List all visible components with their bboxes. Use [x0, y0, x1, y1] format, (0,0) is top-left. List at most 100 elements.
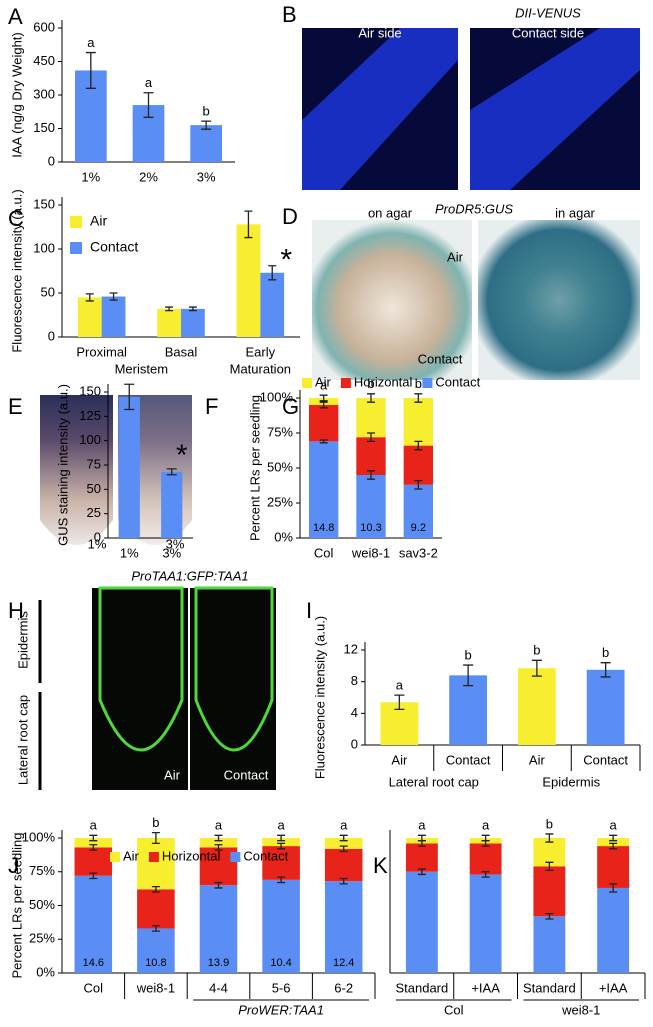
error-bar	[319, 394, 328, 402]
bar-segment	[356, 398, 386, 438]
significance-letter: b	[546, 816, 553, 831]
x-tick-label: 2%	[139, 169, 158, 184]
y-tick-label: 25%	[267, 494, 293, 509]
error-bar	[85, 51, 96, 89]
x-tick-label: 6-2	[334, 980, 353, 995]
x-tick-label: 1%	[120, 545, 139, 560]
panel-label: K	[373, 853, 388, 878]
bar	[449, 675, 488, 745]
y-tick-label: 0	[48, 328, 55, 343]
y-tick-label: 50%	[267, 459, 293, 474]
group-label: Meristem	[115, 361, 168, 376]
x-tick-label: Contact	[583, 752, 628, 767]
x-tick-label: Proximal	[76, 344, 127, 359]
legend-label: Air	[315, 374, 332, 389]
error-bar	[545, 912, 554, 920]
bar-segment	[74, 875, 113, 973]
significance-letter: a	[396, 678, 404, 693]
error-bar	[531, 659, 542, 677]
error-bar	[481, 871, 490, 878]
bar-segment	[356, 475, 386, 538]
panel-label: A	[8, 4, 23, 29]
image-label: Lateral root cap	[15, 695, 30, 785]
x-tick-label: Contact	[446, 752, 491, 767]
y-tick-label: 600	[33, 19, 55, 34]
image-label: in agar	[555, 205, 595, 220]
significance-letter: b	[152, 815, 159, 830]
image-label: Air	[447, 249, 464, 264]
bar-segment	[405, 843, 438, 872]
bar-segment	[262, 879, 300, 973]
panel-label: H	[8, 598, 24, 623]
panel-d: D on agar ProDR5:GUS in agar Air Contact	[282, 201, 640, 380]
significance-letter: a	[320, 378, 328, 393]
x-tick-label: Air	[391, 752, 408, 767]
error-bar	[277, 876, 286, 884]
bar	[517, 668, 556, 745]
error-bar	[89, 872, 98, 880]
error-bar	[339, 834, 348, 842]
image-label: Epidermis	[15, 611, 30, 669]
bar-segment	[597, 846, 630, 888]
error-bar	[414, 440, 423, 451]
image	[190, 588, 276, 790]
error-bar	[151, 831, 160, 845]
error-bar	[414, 393, 423, 403]
error-bar	[414, 479, 423, 490]
image	[478, 220, 640, 380]
significance-letter: a	[145, 75, 153, 90]
legend-swatch	[70, 242, 82, 254]
x-tick-label: Air	[529, 752, 546, 767]
error-bar	[188, 306, 197, 312]
significance-letter: a	[215, 818, 223, 833]
error-bar	[85, 293, 94, 302]
image-label: Air	[164, 767, 181, 782]
error-bar	[166, 468, 177, 476]
bar-segment	[137, 889, 175, 929]
y-tick-label: 100%	[260, 389, 294, 404]
error-bar	[545, 833, 554, 843]
panel-label: F	[205, 394, 218, 419]
bar	[157, 308, 181, 337]
bar	[190, 125, 223, 162]
group-label: Col	[444, 1002, 464, 1017]
y-tick-label: 300	[33, 86, 55, 101]
error-bar	[417, 834, 426, 842]
bar	[118, 396, 140, 538]
legend-swatch	[110, 852, 120, 862]
bar-segment	[308, 398, 339, 405]
panel-label: B	[282, 2, 297, 27]
x-tick-label: wei8-1	[351, 545, 390, 560]
significance-letter: b	[203, 104, 210, 119]
count-label: 14.8	[313, 522, 334, 534]
error-bar	[319, 439, 328, 444]
bar-segment	[469, 843, 502, 875]
count-label: 10.8	[145, 957, 166, 969]
y-axis-label: IAA (ng/g Dry Weight)	[9, 32, 24, 157]
x-tick-label: Standard	[523, 980, 576, 995]
legend-label: Contact	[90, 239, 138, 255]
image	[40, 395, 113, 545]
y-tick-label: 150	[79, 383, 101, 398]
bar	[77, 297, 102, 337]
error-bar	[89, 844, 98, 851]
bar-segment	[597, 838, 630, 847]
bar-segment	[403, 484, 434, 538]
bar-segment	[356, 437, 386, 475]
group-label: Lateral root cap	[389, 774, 479, 789]
legend-label: Horizontal	[354, 374, 413, 389]
group-label: wei8-1	[561, 1002, 600, 1017]
image-root	[302, 28, 458, 190]
error-bar	[417, 868, 426, 876]
y-tick-label: 0%	[36, 964, 55, 979]
error-bar	[609, 842, 618, 850]
x-tick-label: Early	[246, 344, 276, 359]
y-tick-label: 4	[351, 705, 358, 720]
image-label: on agar	[368, 205, 413, 220]
panel-label: E	[8, 394, 23, 419]
bar-segment	[308, 441, 339, 538]
y-tick-label: 450	[33, 53, 55, 68]
legend-swatch	[422, 378, 433, 388]
bar-segment	[308, 405, 339, 442]
